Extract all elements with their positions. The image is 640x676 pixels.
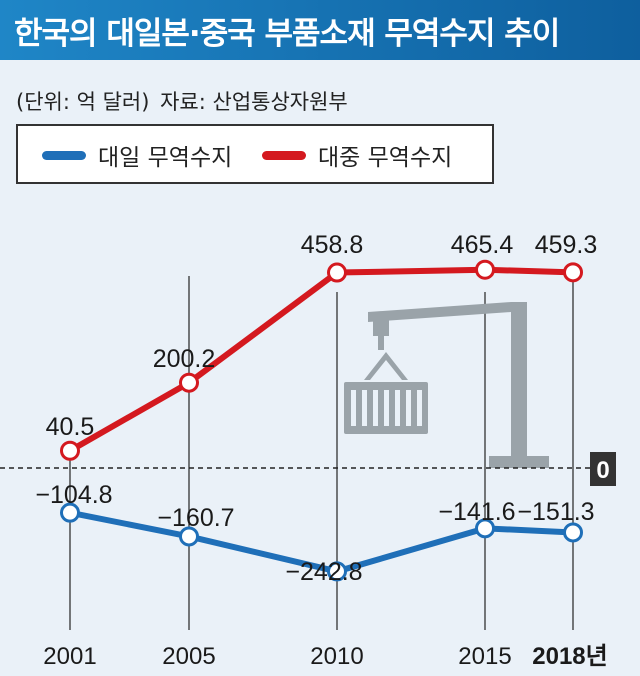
series-line-china xyxy=(67,266,576,454)
x-tick-label: 2010 xyxy=(310,643,363,670)
data-point-china xyxy=(60,440,80,461)
x-tick-label: 2001 xyxy=(43,643,96,670)
legend-swatch-china xyxy=(262,150,306,160)
value-label-japan: −104.8 xyxy=(35,481,112,509)
data-point-japan xyxy=(179,526,199,547)
value-label-japan: −141.6 xyxy=(438,498,515,526)
value-label-china: 200.2 xyxy=(153,345,216,373)
legend-item-japan: 대일 무역수지 xyxy=(42,140,233,171)
data-point-china xyxy=(179,372,199,393)
value-label-japan: −160.7 xyxy=(157,504,234,532)
value-label-china: 465.4 xyxy=(451,231,514,259)
data-point-japan xyxy=(475,518,495,539)
x-tick-label: 2015 xyxy=(458,643,511,670)
value-label-japan: −242.8 xyxy=(285,558,362,586)
value-label-china: 40.5 xyxy=(46,413,95,441)
data-point-china xyxy=(475,259,495,280)
legend: 대일 무역수지 대중 무역수지 xyxy=(16,124,494,184)
zero-label: 0 xyxy=(596,457,609,484)
unit-note: (단위: 억 달러) xyxy=(16,90,150,114)
x-tick-label: 2018년 xyxy=(532,643,607,670)
chart-title: 한국의 대일본·중국 부품소재 무역수지 추이 xyxy=(14,16,560,52)
meta-line: (단위: 억 달러) 자료: 산업통상자원부 xyxy=(16,86,352,116)
title-banner: 한국의 대일본·중국 부품소재 무역수지 추이 xyxy=(0,0,640,60)
legend-label-china: 대중 무역수지 xyxy=(318,145,453,171)
zero-label-box xyxy=(590,452,616,486)
data-point-china xyxy=(563,262,583,283)
x-tick-label: 2005 xyxy=(162,643,215,670)
data-point-china xyxy=(327,262,347,283)
source-note: 자료: 산업통상자원부 xyxy=(160,90,348,114)
value-label-china: 458.8 xyxy=(301,231,364,259)
crane-container-icon xyxy=(344,302,549,468)
legend-swatch-japan xyxy=(42,150,86,160)
value-label-japan: −151.3 xyxy=(517,498,594,526)
legend-label-japan: 대일 무역수지 xyxy=(98,145,233,171)
data-point-japan xyxy=(327,561,347,582)
value-label-china: 459.3 xyxy=(535,231,598,259)
data-point-japan xyxy=(563,522,583,543)
legend-item-china: 대중 무역수지 xyxy=(262,140,453,171)
data-point-japan xyxy=(60,502,80,523)
